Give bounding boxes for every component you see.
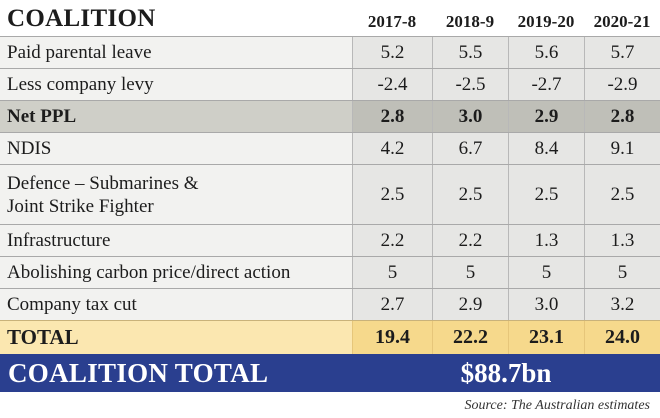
row-label: Company tax cut — [0, 289, 352, 320]
row-label: Less company levy — [0, 69, 352, 100]
row-label: NDIS — [0, 133, 352, 164]
row-value: 5.2 — [352, 37, 432, 68]
row-label-line: Defence – Submarines & — [7, 172, 199, 194]
row-value: 2.5 — [432, 165, 508, 224]
row-value: 2.9 — [432, 289, 508, 320]
row-value: 9.1 — [584, 133, 660, 164]
row-value: 5 — [584, 257, 660, 288]
year-header: 2018-9 — [445, 12, 495, 31]
row-value: 5 — [432, 257, 508, 288]
row-value: 5 — [352, 257, 432, 288]
row-label-line: Joint Strike Fighter — [7, 195, 154, 217]
table-row: NDIS 4.2 6.7 8.4 9.1 — [0, 132, 660, 164]
row-value: 3.2 — [584, 289, 660, 320]
year-header: 2017-8 — [367, 12, 417, 31]
total-value: 23.1 — [508, 321, 584, 354]
table-row: Paid parental leave 5.2 5.5 5.6 5.7 — [0, 36, 660, 68]
total-value: 24.0 — [584, 321, 660, 354]
row-value: 6.7 — [432, 133, 508, 164]
total-label: TOTAL — [0, 321, 352, 354]
row-value: 1.3 — [508, 225, 584, 256]
total-row: TOTAL 19.4 22.2 23.1 24.0 — [0, 320, 660, 354]
row-value: 2.5 — [352, 165, 432, 224]
grand-total-label: COALITION TOTAL — [8, 357, 269, 388]
row-value: 2.2 — [432, 225, 508, 256]
total-value: 19.4 — [352, 321, 432, 354]
row-label: Net PPL — [0, 101, 352, 132]
row-value: 2.2 — [352, 225, 432, 256]
row-value: -2.7 — [508, 69, 584, 100]
grand-total-value: $88.7bn — [460, 357, 552, 388]
row-label: Infrastructure — [0, 225, 352, 256]
row-value: 2.7 — [352, 289, 432, 320]
row-label: Abolishing carbon price/direct action — [0, 257, 352, 288]
row-value: -2.9 — [584, 69, 660, 100]
row-value: -2.4 — [352, 69, 432, 100]
table-row: Less company levy -2.4 -2.5 -2.7 -2.9 — [0, 68, 660, 100]
row-value: 2.8 — [584, 101, 660, 132]
row-value: 3.0 — [508, 289, 584, 320]
row-label: Paid parental leave — [0, 37, 352, 68]
row-value: 5 — [508, 257, 584, 288]
row-value: 8.4 — [508, 133, 584, 164]
total-value: 22.2 — [432, 321, 508, 354]
row-value: -2.5 — [432, 69, 508, 100]
coalition-cost-table: COALITION 2017-8 2018-9 2019-20 2020-21 … — [0, 0, 660, 392]
row-value: 2.5 — [584, 165, 660, 224]
year-header: 2020-21 — [593, 12, 651, 31]
table-row: Infrastructure 2.2 2.2 1.3 1.3 — [0, 224, 660, 256]
table-header-row: COALITION 2017-8 2018-9 2019-20 2020-21 — [0, 0, 660, 36]
row-value: 4.2 — [352, 133, 432, 164]
table-row: Defence – Submarines & Joint Strike Figh… — [0, 164, 660, 224]
row-value: 2.9 — [508, 101, 584, 132]
net-ppl-row: Net PPL 2.8 3.0 2.9 2.8 — [0, 100, 660, 132]
row-value: 5.6 — [508, 37, 584, 68]
row-label: Defence – Submarines & Joint Strike Figh… — [0, 165, 352, 224]
table-row: Company tax cut 2.7 2.9 3.0 3.2 — [0, 288, 660, 320]
row-value: 5.5 — [432, 37, 508, 68]
year-header: 2019-20 — [517, 12, 575, 31]
row-value: 3.0 — [432, 101, 508, 132]
row-value: 2.5 — [508, 165, 584, 224]
table-row: Abolishing carbon price/direct action 5 … — [0, 256, 660, 288]
table-title: COALITION — [7, 4, 156, 32]
row-value: 5.7 — [584, 37, 660, 68]
grand-total-banner: COALITION TOTAL $88.7bn — [0, 354, 660, 392]
row-value: 1.3 — [584, 225, 660, 256]
source-note: Source: The Australian estimates — [464, 398, 651, 413]
row-value: 2.8 — [352, 101, 432, 132]
